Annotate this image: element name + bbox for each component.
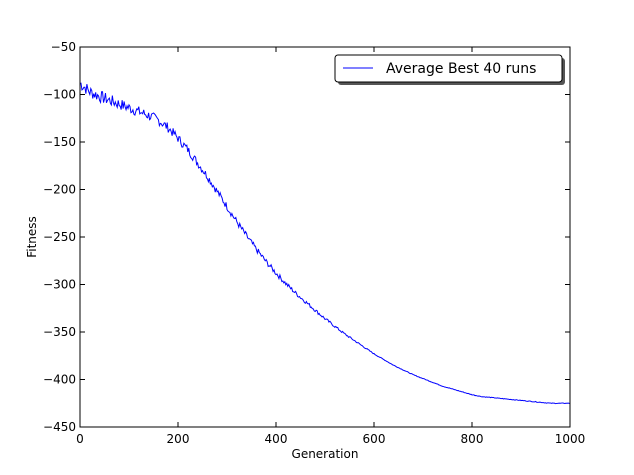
- x-tick-label: 1000: [555, 432, 586, 446]
- legend-box: [334, 54, 563, 83]
- y-tick-label: −50: [51, 40, 76, 54]
- y-tick-label: −450: [43, 420, 76, 434]
- y-tick-label: −400: [43, 373, 76, 387]
- y-tick-label: −300: [43, 278, 76, 292]
- x-tick-label: 800: [461, 432, 484, 446]
- y-tick-label: −350: [43, 325, 76, 339]
- legend: Average Best 40 runs: [334, 54, 565, 85]
- x-axis-ticks: 0 200 400 600 800 1000: [76, 47, 585, 446]
- y-tick-label: −100: [43, 88, 76, 102]
- legend-label: Average Best 40 runs: [386, 61, 536, 77]
- y-tick-label: −150: [43, 135, 76, 149]
- y-axis-label: Fitness: [25, 216, 39, 258]
- y-tick-label: −250: [43, 230, 76, 244]
- x-tick-label: 400: [265, 432, 288, 446]
- x-tick-label: 200: [167, 432, 190, 446]
- x-axis-label: Generation: [292, 447, 359, 461]
- x-tick-label: 0: [76, 432, 84, 446]
- series-line: [79, 82, 571, 405]
- y-tick-label: −200: [43, 183, 76, 197]
- plot-frame: [79, 46, 571, 428]
- y-axis-ticks: −50 −100 −150 −200 −250 −300 −350 −400 −450: [43, 40, 570, 434]
- plot-area: [80, 47, 570, 427]
- x-tick-label: 600: [363, 432, 386, 446]
